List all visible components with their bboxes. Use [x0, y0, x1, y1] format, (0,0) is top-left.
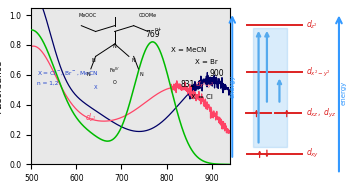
- Text: X = MeCN: X = MeCN: [171, 47, 206, 53]
- Text: energy: energy: [229, 74, 235, 98]
- Text: $d_{z^2}$: $d_{z^2}$: [306, 18, 317, 31]
- Text: energy: energy: [341, 81, 347, 105]
- Text: X = Br: X = Br: [195, 59, 217, 65]
- Text: 769: 769: [145, 30, 160, 40]
- Text: X = Cl: X = Cl: [191, 94, 213, 100]
- Text: $d_{xz},\ d_{yz}$: $d_{xz},\ d_{yz}$: [306, 106, 336, 120]
- Text: X = Cl$^-$, Br$^-$, MeCN: X = Cl$^-$, Br$^-$, MeCN: [37, 70, 98, 77]
- Y-axis label: Absorbance: Absorbance: [0, 59, 4, 113]
- Text: $d_{z^2}$: $d_{z^2}$: [85, 111, 96, 124]
- Text: $d_{x^2-y^2}$: $d_{x^2-y^2}$: [306, 66, 330, 79]
- Text: 900: 900: [209, 69, 224, 78]
- Text: n = 1,2: n = 1,2: [37, 81, 58, 86]
- Bar: [253, 28, 287, 147]
- Text: 831: 831: [181, 80, 195, 89]
- Text: $d_{xy}$: $d_{xy}$: [306, 147, 319, 160]
- Text: $d_{x^2\!\!-\!\!y^2}$: $d_{x^2\!\!-\!\!y^2}$: [195, 79, 214, 91]
